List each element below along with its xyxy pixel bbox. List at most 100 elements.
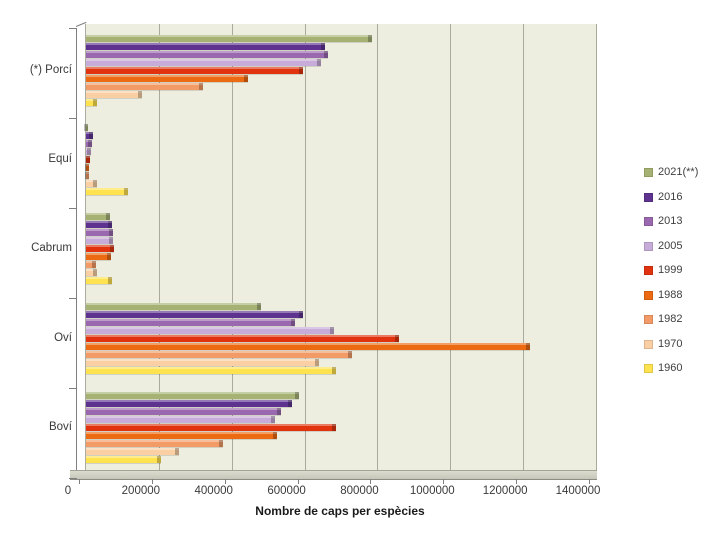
y-axis-tick [69, 298, 77, 299]
bar-2005-cabrum [86, 237, 113, 245]
bar-1960-equi [86, 188, 128, 196]
bar-2005-ovi [86, 326, 334, 334]
x-tick-label-1200000: 1200000 [482, 485, 528, 497]
legend-label-1988: 1988 [658, 288, 683, 301]
bar-1988-cabrum [86, 253, 111, 261]
x-axis-title: Nombre de caps per espècies [255, 504, 425, 518]
gridline-1000000 [450, 24, 452, 470]
legend-label-1970: 1970 [658, 337, 683, 350]
bar-2021-cabrum [86, 213, 111, 221]
bar-1960-bovi [86, 455, 161, 463]
gridline-600000 [304, 24, 306, 470]
x-tick-label-800000: 800000 [340, 485, 379, 497]
gridline-200000 [158, 24, 160, 470]
legend-label-1982: 1982 [658, 313, 683, 325]
bar-1988-equi [84, 164, 89, 172]
legend-item-2005: 2005 [644, 239, 698, 252]
legend-swatch-1970 [644, 339, 653, 349]
category-label-bovi: Boví [48, 420, 72, 433]
bar-2013-bovi [86, 407, 281, 415]
bar-2013-ovi [86, 318, 296, 326]
legend-item-1960: 1960 [644, 363, 698, 374]
bar-2013-porci [86, 51, 329, 58]
legend-label-2005: 2005 [658, 239, 683, 252]
legend-label-1960: 1960 [658, 362, 683, 374]
legend-item-1982: 1982 [644, 314, 698, 325]
x-axis-tick-800000 [370, 479, 372, 484]
bar-2016-equi [86, 132, 93, 140]
x-axis-tick-1000000 [443, 479, 445, 484]
x-tick-label-1400000: 1400000 [555, 485, 601, 497]
category-label-cabrum: Cabrum [31, 242, 72, 255]
legend-swatch-1960 [644, 364, 653, 373]
bar-2005-porci [86, 59, 321, 66]
legend-item-2021: 2021(**) [644, 167, 698, 178]
category-label-equi: Equí [48, 153, 72, 166]
legend-label-2016: 2016 [658, 190, 683, 203]
bar-1970-cabrum [86, 269, 97, 277]
x-tick-label-1000000: 1000000 [409, 485, 455, 497]
bar-1999-porci [86, 67, 303, 74]
bar-1982-ovi [86, 350, 352, 358]
bar-1982-porci [86, 83, 203, 90]
bar-1982-equi [85, 172, 90, 180]
bar-2021-porci [86, 35, 372, 42]
x-axis-floor [70, 470, 597, 480]
bar-1970-equi [86, 180, 97, 188]
x-axis-tick-0 [79, 479, 80, 484]
bar-2016-bovi [86, 399, 292, 407]
legend-swatch-1988 [644, 290, 653, 300]
legend-item-1999: 1999 [644, 265, 698, 276]
legend-item-1988: 1988 [644, 288, 698, 301]
bar-1999-ovi [86, 334, 400, 342]
gridline-1200000 [523, 24, 525, 470]
x-axis-tick-200000 [151, 479, 153, 484]
y-axis-tick [69, 388, 77, 389]
legend-item-2013: 2013 [644, 216, 698, 227]
bar-1960-ovi [86, 366, 336, 374]
legend: 2021(**) 2016 2013 2005 1999 1988 1982 1970 1960 [644, 167, 698, 388]
bar-2021-bovi [86, 391, 300, 399]
legend-label-2013: 2013 [658, 215, 683, 227]
bar-1999-equi [86, 156, 90, 164]
y-axis-tick [69, 478, 77, 479]
bar-2016-ovi [86, 310, 303, 318]
bar-1982-cabrum [86, 261, 96, 269]
bar-2013-equi [86, 140, 92, 148]
category-label-ovi: Oví [54, 331, 72, 344]
x-axis-tick-600000 [297, 479, 299, 484]
y-axis-line [76, 28, 77, 478]
legend-swatch-2013 [644, 217, 653, 226]
legend-swatch-2005 [644, 241, 653, 251]
legend-item-2016: 2016 [644, 190, 698, 203]
legend-label-2021: 2021(**) [658, 166, 699, 178]
bar-1970-porci [86, 91, 143, 98]
legend-label-1999: 1999 [658, 264, 683, 276]
bar-1988-ovi [86, 342, 531, 350]
gridline-800000 [377, 24, 379, 470]
legend-item-1970: 1970 [644, 337, 698, 350]
x-axis-tick-1400000 [589, 479, 590, 484]
bar-1988-bovi [86, 431, 278, 439]
bar-1999-bovi [86, 423, 336, 431]
bar-1988-porci [86, 75, 249, 82]
x-axis-tick-1200000 [516, 479, 518, 484]
x-axis-tick-400000 [224, 479, 226, 484]
bar-1970-bovi [86, 447, 179, 455]
y-axis-tick [69, 28, 77, 29]
x-tick-label-0: 0 [64, 485, 72, 497]
bar-2016-porci [86, 43, 325, 50]
x-tick-label-400000: 400000 [194, 485, 233, 497]
gridline-400000 [231, 24, 233, 470]
plot-area [84, 24, 597, 470]
bar-2021-equi [84, 124, 88, 132]
bar-1960-porci [86, 99, 97, 106]
bar-1982-bovi [86, 439, 223, 447]
legend-swatch-1999 [644, 266, 653, 275]
gridline-1400000 [596, 24, 597, 470]
x-tick-label-200000: 200000 [121, 485, 161, 497]
bar-2013-cabrum [86, 229, 113, 237]
bar-2005-bovi [86, 415, 276, 423]
y-axis-tick [69, 118, 77, 119]
